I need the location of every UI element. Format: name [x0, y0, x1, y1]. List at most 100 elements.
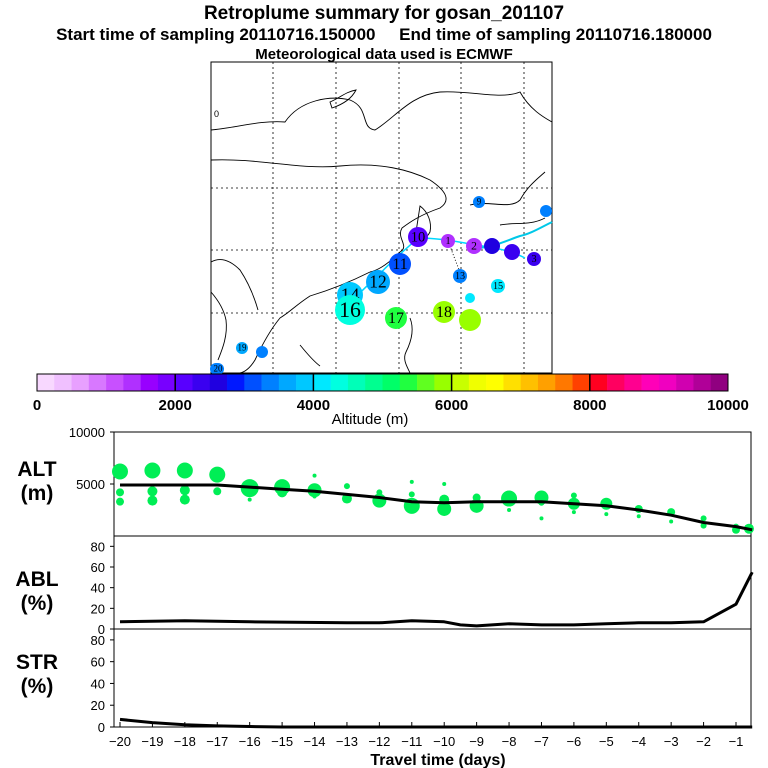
plume-dot	[408, 491, 415, 498]
y-tick-label: 60	[91, 560, 105, 575]
map-marker-extra	[540, 205, 552, 217]
colorbar-cell	[693, 374, 712, 391]
plume-dot	[116, 497, 124, 506]
plume-dot	[570, 492, 577, 499]
y-tick-label: 40	[91, 676, 105, 691]
map-marker	[389, 253, 411, 275]
x-axis-title: Travel time (days)	[370, 752, 505, 768]
y-tick-label: 10000	[69, 425, 105, 440]
colorbar-cell	[313, 374, 331, 391]
map-marker	[433, 301, 455, 323]
plume-dot	[501, 490, 518, 507]
plume-dot	[409, 479, 414, 484]
series-line	[120, 483, 753, 532]
colorbar-cell	[140, 374, 159, 391]
colorbar-ticks: 0 2000 4000 6000 8000 10000	[33, 374, 749, 414]
colorbar-cell	[261, 374, 280, 391]
x-tick-label: −5	[599, 734, 614, 749]
met-data-note: Meteorological data used is ECMWF	[255, 46, 513, 63]
colorbar-tick-label: 10000	[707, 397, 749, 414]
colorbar-cell	[209, 374, 228, 391]
map-marker-extra	[459, 309, 481, 331]
colorbar-cell	[641, 374, 660, 391]
map-marker	[466, 238, 482, 254]
colorbar-cell	[503, 374, 521, 391]
chart-title: Retroplume summary for gosan_201107	[203, 3, 565, 24]
plume-dot	[571, 510, 576, 515]
colorbar-cell	[434, 374, 452, 391]
colorbar-cell	[382, 374, 401, 391]
plume-dot	[507, 508, 512, 512]
plume-dot	[312, 494, 317, 499]
y-tick-label: 80	[91, 539, 105, 554]
map-edge-label: 0	[214, 109, 219, 119]
colorbar-cell	[607, 374, 625, 391]
coastlines	[210, 89, 553, 374]
series-line	[119, 717, 753, 729]
colorbar-cell	[589, 374, 608, 391]
abl-ylabel: ABL (%)	[15, 568, 58, 615]
colorbar-cell	[365, 374, 383, 391]
map-marker-label: 19	[238, 343, 248, 353]
map-frame	[210, 61, 553, 374]
alt-chart: 5000 10000	[69, 425, 753, 532]
x-tick-label: −19	[141, 734, 163, 749]
map-marker	[385, 307, 407, 329]
colorbar-cell	[486, 374, 504, 391]
x-tick-label: −16	[239, 734, 261, 749]
x-tick-label: −6	[566, 734, 581, 749]
plume-dot	[112, 463, 128, 480]
map-marker	[366, 270, 390, 294]
x-tick-label: −11	[401, 734, 422, 749]
x-tick-label: −2	[696, 734, 711, 749]
map-marker	[473, 196, 485, 208]
map-marker-extra	[504, 244, 520, 260]
colorbar-cell	[123, 374, 141, 391]
x-tick-label: −12	[368, 734, 390, 749]
map-marker-label: 9	[477, 197, 482, 207]
colorbar-cell	[710, 374, 729, 391]
plume-dot	[437, 501, 452, 516]
x-tick-label: −8	[502, 734, 517, 749]
colorbar-tick-label: 4000	[297, 397, 330, 414]
plume-dot	[179, 494, 190, 505]
colorbar-cell	[676, 374, 694, 391]
colorbar-cell	[520, 374, 539, 391]
colorbar-tick-label: 6000	[435, 397, 468, 414]
colorbar-cell	[555, 374, 573, 391]
map-marker-label: 12	[369, 271, 386, 291]
plume-dot	[247, 497, 252, 502]
map-grid	[211, 62, 552, 373]
colorbar-cell	[157, 374, 176, 391]
colorbar-cell	[175, 374, 193, 391]
str-panel-frame	[113, 628, 752, 728]
plume-dot	[144, 462, 161, 479]
map-marker	[335, 295, 365, 325]
map-marker-label: 10	[411, 230, 426, 246]
x-tick-label: −17	[206, 734, 228, 749]
colorbar-cell	[537, 374, 556, 391]
plume-dot	[209, 466, 226, 483]
map-marker	[236, 342, 248, 354]
x-tick-label: −14	[303, 734, 325, 749]
colorbar-cell	[296, 374, 314, 391]
plume-dot	[636, 514, 641, 519]
colorbar-cell	[658, 374, 677, 391]
plume-dot	[213, 487, 222, 496]
map-marker-label: 11	[392, 256, 407, 273]
colorbar-cell	[278, 374, 297, 391]
colorbar-tick-label: 0	[33, 397, 41, 414]
y-tick-label: 20	[91, 698, 105, 713]
map-marker-label: 15	[493, 281, 503, 292]
plume-dot	[116, 488, 124, 497]
colorbar-cell	[624, 374, 642, 391]
colorbar-cell	[468, 374, 487, 391]
plume-dot	[179, 485, 190, 496]
plume-dot	[343, 483, 350, 490]
map-marker	[491, 279, 505, 293]
plume-dot	[600, 497, 613, 510]
map-marker	[212, 363, 224, 375]
x-tick-label: −18	[174, 734, 196, 749]
plume-dot	[669, 519, 674, 524]
